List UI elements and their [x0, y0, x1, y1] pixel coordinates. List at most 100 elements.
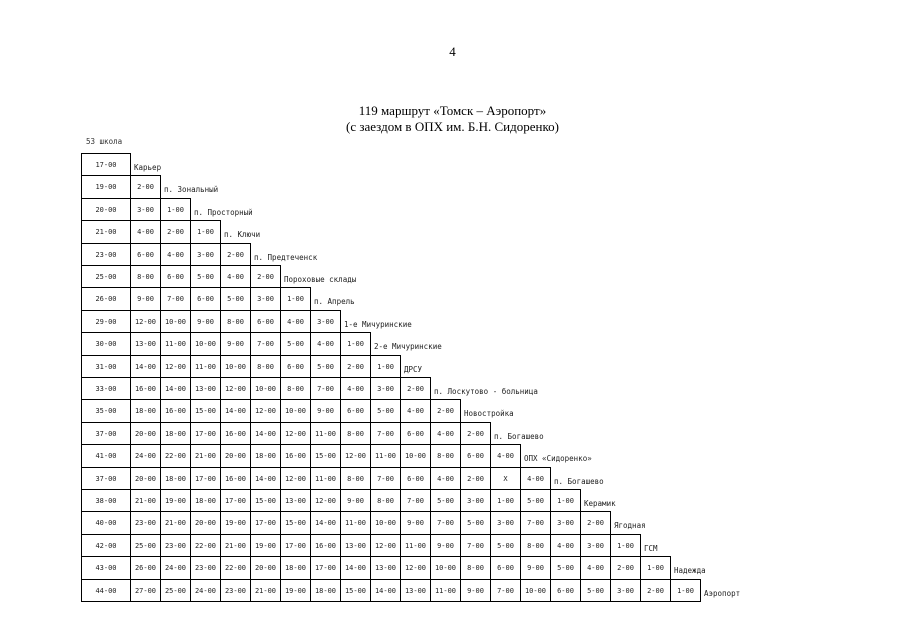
fare-cell: 7-00 [400, 489, 431, 513]
fare-cell: 8-00 [430, 444, 461, 468]
stop-label: п. Богашево [494, 431, 544, 441]
fare-cell: 6-00 [460, 444, 491, 468]
fare-cell: 7-00 [520, 511, 551, 535]
fare-cell: 14-00 [370, 578, 401, 602]
fare-cell: 40-00 [81, 511, 131, 535]
fare-cell: 20-00 [250, 556, 281, 580]
fare-cell: 5-00 [520, 489, 551, 513]
fare-cell: 16-00 [220, 466, 251, 490]
stop-label: Карьер [134, 163, 162, 172]
fare-cell: 11-00 [310, 466, 341, 490]
fare-cell: 21-00 [220, 533, 251, 558]
fare-cell: 12-00 [250, 399, 281, 423]
start-stop-label: 53 школа [86, 137, 123, 146]
fare-cell: 19-00 [160, 489, 191, 513]
fare-cell: 1-00 [340, 332, 371, 356]
fare-cell: 25-00 [130, 533, 161, 558]
fare-cell: 3-00 [130, 197, 161, 222]
fare-cell: 35-00 [81, 399, 131, 423]
route-subtitle: (с заездом в ОПХ им. Б.Н. Сидоренко) [346, 119, 559, 134]
fare-cell: 18-00 [160, 421, 191, 446]
fare-cell: 10-00 [190, 332, 221, 356]
fare-cell: 20-00 [190, 511, 221, 535]
fare-cell: 6-00 [160, 265, 191, 289]
fare-cell: 24-00 [160, 556, 191, 580]
stop-label: Новостройка [464, 409, 514, 419]
fare-cell: 16-00 [160, 399, 191, 423]
stop-label: п. Предтеченск [254, 252, 318, 262]
fare-cell: 14-00 [130, 354, 161, 378]
fare-cell: 33-00 [81, 377, 131, 401]
fare-cell: 29-00 [81, 309, 131, 334]
fare-cell: 1-00 [670, 578, 701, 602]
fare-cell: 3-00 [310, 309, 341, 334]
fare-cell: 5-00 [550, 556, 581, 580]
fare-cell: 21-00 [190, 444, 221, 468]
fare-cell: 10-00 [250, 377, 281, 401]
stop-label: Аэропорт [704, 588, 741, 598]
fare-cell: 5-00 [220, 287, 251, 311]
fare-cell: 7-00 [310, 377, 341, 401]
stop-label: п. Апрель [314, 297, 355, 307]
fare-cell: 11-00 [340, 511, 371, 535]
fare-cell: 15-00 [250, 489, 281, 513]
fare-cell: 19-00 [280, 578, 311, 602]
fare-cell: 10-00 [370, 511, 401, 535]
fare-cell: 37-00 [81, 466, 131, 490]
fare-cell: 37-00 [81, 421, 131, 446]
fare-cell: 10-00 [400, 444, 431, 468]
fare-cell: 6-00 [340, 399, 371, 423]
fare-cell: 25-00 [160, 578, 191, 602]
fare-cell: 8-00 [340, 421, 371, 446]
fare-cell: 5-00 [310, 354, 341, 378]
fare-cell: 24-00 [130, 444, 161, 468]
fare-cell: 17-00 [190, 421, 221, 446]
fare-cell: 18-00 [130, 399, 161, 423]
fare-cell: 1-00 [640, 556, 671, 580]
fare-cell: 2-00 [400, 377, 431, 401]
fare-cell: 18-00 [280, 556, 311, 580]
fare-cell: 12-00 [370, 533, 401, 558]
stop-label: п. Лоскутово - больница [434, 387, 538, 396]
fare-cell: 17-00 [81, 153, 131, 177]
fare-cell: 30-00 [81, 332, 131, 356]
stop-label: Ягодная [614, 521, 646, 531]
fare-cell: 6-00 [400, 466, 431, 490]
stop-label: Надежда [674, 566, 706, 576]
fare-cell: 7-00 [160, 287, 191, 311]
fare-cell: Х [490, 466, 521, 490]
fare-cell: 9-00 [430, 533, 461, 558]
fare-cell: 7-00 [460, 533, 491, 558]
fare-cell: 10-00 [160, 309, 191, 334]
fare-cell: 12-00 [400, 556, 431, 580]
fare-cell: 4-00 [580, 556, 611, 580]
fare-cell: 31-00 [81, 354, 131, 378]
fare-cell: 3-00 [250, 287, 281, 311]
fare-cell: 9-00 [520, 556, 551, 580]
fare-cell: 21-00 [160, 511, 191, 535]
stop-label: ГСМ [644, 543, 658, 553]
fare-cell: 44-00 [81, 578, 131, 602]
fare-cell: 6-00 [490, 556, 521, 580]
route-title: 119 маршрут «Томск – Аэропорт» [358, 103, 547, 118]
fare-cell: 2-00 [460, 421, 491, 446]
fare-cell: 41-00 [81, 444, 131, 468]
fare-cell: 26-00 [81, 287, 131, 311]
fare-cell: 21-00 [81, 220, 131, 244]
fare-cell: 19-00 [220, 511, 251, 535]
fare-cell: 12-00 [280, 421, 311, 446]
fare-cell: 6-00 [250, 309, 281, 334]
fare-cell: 22-00 [160, 444, 191, 468]
fare-cell: 5-00 [430, 489, 461, 513]
fare-cell: 42-00 [81, 533, 131, 558]
fare-cell: 13-00 [400, 578, 431, 602]
fare-cell: 5-00 [190, 265, 221, 289]
stop-label: Пороховые склады [284, 275, 357, 284]
fare-cell: 3-00 [370, 377, 401, 401]
fare-cell: 4-00 [130, 220, 161, 244]
fare-cell: 8-00 [130, 265, 161, 289]
fare-cell: 24-00 [190, 578, 221, 602]
fare-cell: 6-00 [400, 421, 431, 446]
fare-cell: 16-00 [310, 533, 341, 558]
